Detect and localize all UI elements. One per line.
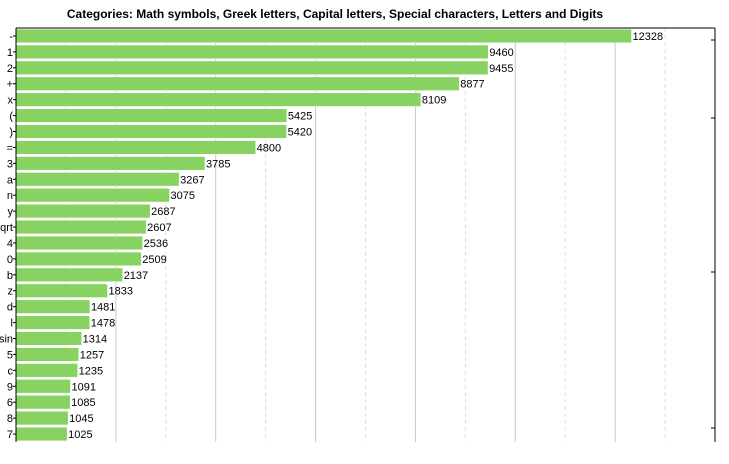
value-label: 5420 xyxy=(288,127,312,139)
value-label: 5425 xyxy=(288,111,312,123)
category-label: d xyxy=(7,302,13,314)
category-label: 9 xyxy=(7,381,13,393)
value-label: 2536 xyxy=(144,238,168,250)
category-label: qrt xyxy=(0,222,13,234)
bar-23 xyxy=(15,395,71,410)
category-label: a xyxy=(7,174,14,186)
value-label: 1045 xyxy=(69,413,93,425)
category-label: 1 xyxy=(7,47,13,59)
value-label: 1481 xyxy=(91,302,115,314)
category-label: = xyxy=(7,142,13,154)
value-label: 2509 xyxy=(142,254,166,266)
value-label: 8109 xyxy=(422,95,446,107)
bar-18 xyxy=(15,315,91,330)
bar-9 xyxy=(15,172,180,187)
bar-0 xyxy=(15,28,632,44)
category-label: 4 xyxy=(7,238,13,250)
category-label: 6 xyxy=(7,397,13,409)
category-label: 7 xyxy=(7,429,13,441)
value-label: 1833 xyxy=(109,286,133,298)
value-label: 1091 xyxy=(71,381,95,393)
bar-10 xyxy=(15,188,170,203)
bar-4 xyxy=(15,92,422,107)
bar-25 xyxy=(15,426,68,442)
category-label: z xyxy=(8,286,14,298)
bar-22 xyxy=(15,379,71,394)
value-label: 3267 xyxy=(180,174,204,186)
bar-16 xyxy=(15,283,108,298)
bar-21 xyxy=(15,363,78,378)
bar-13 xyxy=(15,235,143,251)
bar-24 xyxy=(15,411,69,426)
category-label: 3 xyxy=(7,158,13,170)
value-label: 1025 xyxy=(68,429,92,441)
category-label: 5 xyxy=(7,349,13,361)
category-label: ( xyxy=(9,111,13,123)
value-label: 12328 xyxy=(633,31,664,43)
value-label: 1257 xyxy=(80,349,104,361)
value-label: 3785 xyxy=(206,158,230,170)
category-label: y xyxy=(8,206,14,218)
bar-19 xyxy=(15,331,82,346)
bar-7 xyxy=(15,140,256,155)
category-label: n xyxy=(7,190,13,202)
category-label: b xyxy=(7,270,13,282)
value-label: 2607 xyxy=(147,222,171,234)
value-label: 9460 xyxy=(489,47,513,59)
category-label: 0 xyxy=(7,254,13,266)
bar-14 xyxy=(15,251,142,266)
value-label: 3075 xyxy=(171,190,195,202)
category-label: - xyxy=(9,31,13,43)
value-label: 8877 xyxy=(460,79,484,91)
bar-20 xyxy=(15,347,80,362)
value-label: 1085 xyxy=(71,397,95,409)
category-label: l xyxy=(11,318,13,330)
value-label: 2687 xyxy=(151,206,175,218)
value-label: 1478 xyxy=(91,318,115,330)
bars: 12328 9460 9455 8877 8109 5425 5420 4800 3785326… xyxy=(15,28,664,442)
chart-title: Categories: Math symbols, Greek letters,… xyxy=(67,7,604,21)
category-label: 2 xyxy=(7,63,13,75)
value-label: 4800 xyxy=(257,142,281,154)
category-label: x xyxy=(8,95,14,107)
bar-3 xyxy=(15,76,460,91)
bar-5 xyxy=(15,108,288,123)
value-label: 2137 xyxy=(124,270,148,282)
bar-2 xyxy=(15,60,489,75)
bar-12 xyxy=(15,219,147,235)
category-label: sin xyxy=(0,334,13,346)
bar-15 xyxy=(15,267,123,282)
value-label: 1235 xyxy=(79,365,103,377)
bar-8 xyxy=(15,156,206,171)
bar-6 xyxy=(15,124,287,139)
bar-1 xyxy=(15,44,489,59)
value-label: 9455 xyxy=(489,63,513,75)
bar-17 xyxy=(15,299,91,314)
category-label: c xyxy=(8,365,14,377)
category-label: 8 xyxy=(7,413,13,425)
value-label: 1314 xyxy=(83,334,107,346)
bar-11 xyxy=(15,204,151,219)
category-label: + xyxy=(7,79,13,91)
grid-lines xyxy=(65,28,666,442)
category-label: ) xyxy=(9,127,13,139)
